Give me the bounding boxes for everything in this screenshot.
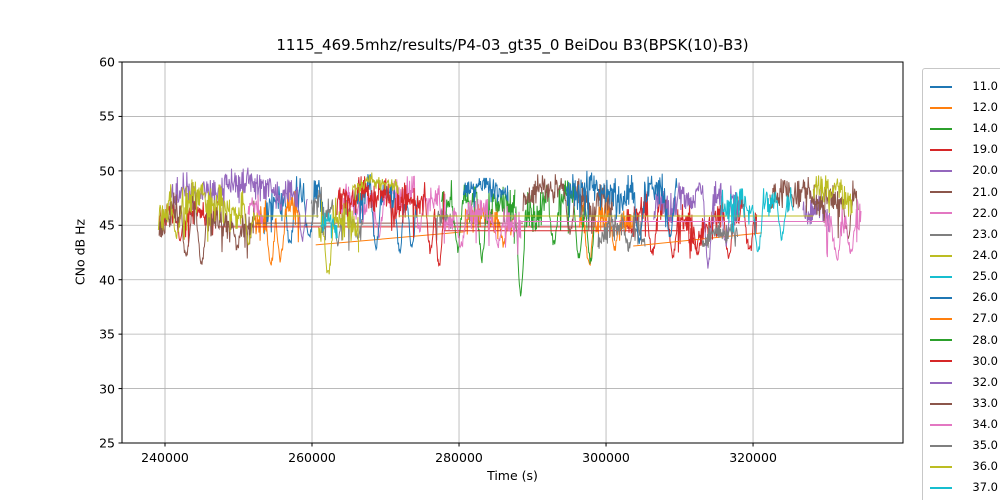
legend-line-sample (930, 318, 952, 321)
y-tick-label: 25 (99, 435, 115, 451)
legend-line-sample (930, 254, 952, 257)
legend-item: 22.0 (923, 203, 1000, 224)
legend-label: 24.0 (972, 247, 998, 262)
series-37.0 (720, 187, 794, 253)
grid (122, 61, 903, 444)
legend-item: 24.0 (923, 245, 1000, 266)
y-tick-label: 30 (99, 381, 115, 397)
legend-label: 30.0 (972, 353, 998, 368)
legend-label: 33.0 (972, 395, 998, 410)
y-tick-label: 55 (99, 108, 115, 124)
y-tick-label: 40 (99, 272, 115, 288)
legend-item: 19.0 (923, 139, 1000, 160)
legend-line-sample (930, 191, 952, 194)
y-tick-label: 60 (99, 54, 115, 70)
legend-label: 36.0 (972, 459, 998, 474)
legend-label: 28.0 (972, 332, 998, 347)
legend-label: 11.0 (972, 78, 998, 93)
x-tick-label: 260000 (288, 450, 336, 465)
legend-label: 21.0 (972, 184, 998, 199)
legend-label: 14.0 (972, 121, 998, 136)
series-24.0 (157, 179, 360, 275)
legend-line-sample (930, 444, 952, 447)
axes-frame (121, 61, 904, 444)
x-tick-label: 280000 (435, 450, 483, 465)
legend-line-sample (930, 423, 952, 426)
legend-line-sample (930, 381, 952, 384)
legend-label: 25.0 (972, 269, 998, 284)
legend-line-sample (930, 212, 952, 215)
series-25.0 (320, 212, 338, 239)
legend-line-sample (930, 402, 952, 405)
legend-line-sample (930, 233, 952, 236)
series-28.0 (513, 180, 595, 297)
tick-marks (118, 61, 754, 447)
legend-label: 23.0 (972, 226, 998, 241)
legend-line-sample (930, 170, 952, 173)
legend-label: 32.0 (972, 374, 998, 389)
x-axis-label: Time (s) (487, 468, 538, 483)
legend-label: 12.0 (972, 99, 998, 114)
legend-item: 23.0 (923, 224, 1000, 245)
legend-item: 34.0 (923, 414, 1000, 435)
x-tick-label: 300000 (582, 450, 630, 465)
legend-item: 32.0 (923, 372, 1000, 393)
legend-line-sample (930, 487, 952, 490)
legend-item: 36.0 (923, 457, 1000, 478)
legend-item: 12.0 (923, 97, 1000, 118)
legend-label: 34.0 (972, 417, 998, 432)
legend-line-sample (930, 85, 952, 88)
legend-label: 27.0 (972, 311, 998, 326)
legend-item: 27.0 (923, 309, 1000, 330)
legend-item: 25.0 (923, 266, 1000, 287)
legend-label: 26.0 (972, 290, 998, 305)
legend-item: 11.0 (923, 76, 1000, 97)
legend-item: 20.0 (923, 161, 1000, 182)
legend: 11.0 12.0 14.0 19.0 20.0 21.0 22.0 23.0 24.0 25.0… (922, 68, 1000, 500)
series-35.0 (597, 212, 739, 252)
y-tick-label: 35 (99, 326, 115, 342)
chart-title: 1115_469.5mhz/results/P4-03_gt35_0 BeiDo… (276, 36, 749, 54)
legend-item: 28.0 (923, 330, 1000, 351)
series-41.0 (565, 170, 678, 244)
legend-item: 30.0 (923, 351, 1000, 372)
y-tick-label: 45 (99, 217, 115, 233)
y-tick-label: 50 (99, 163, 115, 179)
legend-line-sample (930, 339, 952, 342)
legend-item: 35.0 (923, 435, 1000, 456)
legend-label: 20.0 (972, 163, 998, 178)
data-series-group (157, 167, 862, 297)
legend-label: 37.0 (972, 480, 998, 495)
legend-label: 35.0 (972, 438, 998, 453)
legend-line-sample (930, 466, 952, 469)
legend-line-sample (930, 275, 952, 278)
legend-line-sample (930, 360, 952, 363)
legend-label: 22.0 (972, 205, 998, 220)
legend-item: 26.0 (923, 287, 1000, 308)
legend-item: 33.0 (923, 393, 1000, 414)
legend-label: 19.0 (972, 142, 998, 157)
legend-item: 21.0 (923, 182, 1000, 203)
legend-item: 14.0 (923, 118, 1000, 139)
series-34.0 (443, 198, 862, 262)
legend-item: 37.0 (923, 478, 1000, 499)
legend-line-sample (930, 296, 952, 299)
legend-line-sample (930, 106, 952, 109)
x-tick-label: 240000 (141, 450, 189, 465)
x-tick-label: 320000 (729, 450, 777, 465)
legend-line-sample (930, 127, 952, 130)
legend-line-sample (930, 148, 952, 151)
